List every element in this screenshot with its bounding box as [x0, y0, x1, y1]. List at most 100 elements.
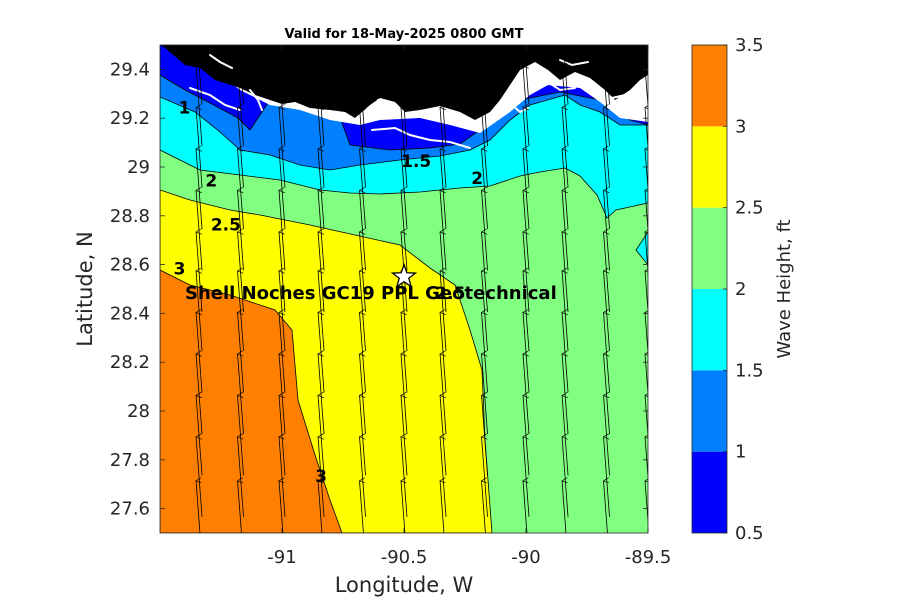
wave-vector-arrow	[279, 232, 286, 312]
y-tick-label: 28.6	[110, 255, 150, 276]
wave-vector-arrow	[279, 395, 286, 476]
wave-vector-arrow	[238, 232, 244, 312]
wave-vector-arrow	[196, 232, 203, 312]
wave-vector-arrow	[196, 271, 203, 351]
y-tick-label: 28.2	[110, 352, 150, 373]
wave-vector-arrow	[196, 312, 203, 393]
wave-vector-arrow	[523, 312, 530, 393]
wave-vector-arrow	[238, 481, 244, 533]
site-group: Shell Noches GC19 PPL Geotechnical	[185, 262, 557, 304]
wave-vector-arrow	[604, 437, 610, 517]
wave-vector-arrow	[523, 66, 530, 147]
wave-vector-arrow	[360, 232, 366, 312]
wave-vector-arrow	[196, 107, 203, 188]
y-tick-label: 27.6	[110, 499, 150, 520]
wave-vector-arrow	[482, 481, 488, 533]
wave-vector-arrow	[523, 271, 530, 351]
wave-vector-arrow	[318, 66, 325, 147]
colorbar-tick-label: 2	[735, 279, 746, 300]
wave-vector-arrow	[440, 395, 447, 476]
colorbar-swatch	[692, 289, 727, 371]
wave-vector-arrow	[279, 271, 286, 351]
wave-vector-arrow	[562, 354, 569, 434]
x-axis-label: Longitude, W	[335, 573, 474, 597]
wave-vector-arrow	[401, 107, 408, 188]
contour-label: 2	[205, 172, 217, 192]
wave-vector-arrow	[401, 312, 408, 393]
wave-vector-arrow	[604, 45, 610, 105]
band-3-3.5	[160, 269, 343, 533]
wave-direction-vectors	[196, 45, 648, 533]
wave-vector-arrow	[523, 354, 530, 434]
wave-vector-arrow	[360, 107, 366, 188]
wave-vector-arrow	[279, 149, 286, 229]
colorbar-tick-label: 1	[735, 442, 746, 463]
wave-vector-arrow	[604, 66, 610, 147]
wave-vector-arrow	[562, 481, 568, 533]
wave-vector-arrow	[318, 481, 324, 533]
wave-vector-arrow	[482, 149, 488, 229]
wave-vector-arrow	[196, 190, 203, 271]
x-axis: -91 -90.5 -90 -89.5	[267, 45, 671, 568]
wave-vector-arrow	[482, 45, 488, 105]
wave-vector-arrow	[604, 481, 610, 533]
wave-vector-arrow	[280, 45, 286, 105]
colorbar-tick-label: 1.5	[735, 360, 764, 381]
contour-label: 1	[178, 98, 190, 118]
wave-vector-arrow	[238, 437, 244, 517]
wave-vector-arrow	[604, 312, 610, 393]
wave-vector-arrow	[440, 312, 447, 393]
wave-vector-arrow	[196, 149, 203, 229]
wave-vector-arrow	[238, 45, 244, 105]
contour-label: 2.5	[435, 284, 465, 304]
wave-vector-arrow	[523, 481, 529, 533]
wave-vector-arrow	[645, 312, 648, 358]
x-tick-label: -90.5	[381, 547, 428, 568]
y-tick-label: 29.2	[110, 108, 150, 129]
colorbar-swatch	[692, 207, 727, 289]
plot-area	[160, 45, 648, 533]
wave-vector-arrow	[238, 354, 244, 434]
wave-vector-arrow	[440, 232, 447, 312]
x-tick-label: -89.5	[625, 547, 672, 568]
site-star-icon	[390, 262, 418, 289]
wave-vector-arrow	[360, 354, 366, 434]
wave-vector-arrow	[196, 354, 203, 434]
wave-vector-arrow	[318, 312, 325, 393]
wave-vector-arrow	[482, 232, 488, 312]
wave-vector-arrow	[562, 149, 569, 229]
wave-vector-arrow	[238, 190, 244, 271]
wave-vector-arrow	[318, 271, 325, 351]
wave-vector-arrow	[401, 481, 407, 533]
wave-vector-arrow	[523, 232, 530, 312]
wave-vector-arrow	[440, 149, 447, 229]
wave-vector-arrow	[402, 45, 408, 105]
wave-vector-arrow	[401, 149, 408, 229]
colorbar-tick-label: 0.5	[735, 523, 764, 544]
wave-vector-arrow	[562, 271, 569, 351]
wave-vector-arrow	[523, 395, 530, 476]
wave-vector-arrow	[523, 149, 530, 229]
wave-vector-arrow	[318, 107, 325, 188]
colorbar-swatch	[692, 45, 727, 127]
wave-vector-arrow	[645, 395, 648, 441]
wave-vector-arrow	[645, 354, 648, 400]
wave-vector-arrow	[360, 190, 366, 271]
wave-vector-arrow	[482, 66, 488, 147]
wave-vector-arrow	[360, 149, 366, 229]
wave-vector-arrow	[562, 232, 569, 312]
colorbar-label: Wave Height, ft	[774, 219, 795, 358]
wave-vector-arrow	[279, 190, 286, 271]
wave-vector-arrow	[604, 271, 610, 351]
wave-vector-arrow	[318, 437, 325, 517]
wave-vector-arrow	[440, 66, 447, 147]
wave-vector-arrow	[482, 312, 488, 393]
wave-vector-arrow	[360, 271, 366, 351]
colorbar-tick-label: 3.5	[735, 35, 764, 56]
colorbar-tick-label: 2.5	[735, 198, 764, 219]
wave-vector-arrow	[318, 232, 325, 312]
wave-vector-arrow	[401, 437, 408, 517]
wave-vector-arrow	[645, 481, 648, 527]
wave-vector-arrow	[604, 149, 610, 229]
